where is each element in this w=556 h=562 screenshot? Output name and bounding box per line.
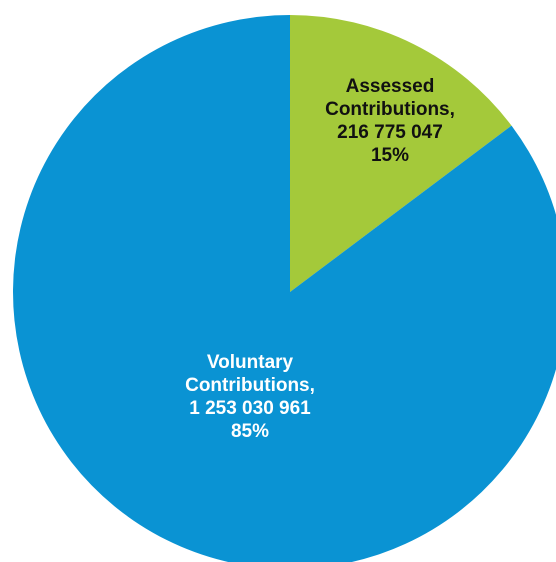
pie-slice-voluntary	[13, 15, 556, 562]
slice-percent: 15%	[371, 145, 409, 166]
slice-label-line2: Contributions,	[185, 375, 315, 396]
pie-slices	[13, 14, 556, 562]
slice-percent: 85%	[231, 421, 269, 442]
slice-label-line1: Assessed	[346, 76, 435, 97]
slice-label-line2: Contributions,	[325, 99, 455, 120]
pie-labels: Assessed Contributions, 216 775 047 15%Volu…	[185, 76, 455, 442]
slice-value: 216 775 047	[337, 122, 443, 143]
pie-slice-label-voluntary: Voluntary Contributions, 1 253 030 961 85%	[185, 352, 315, 442]
slice-label-line1: Voluntary	[207, 352, 294, 373]
pie-slice-label-assessed: Assessed Contributions, 216 775 047 15%	[325, 76, 455, 166]
pie-slice-assessed	[290, 14, 512, 292]
slice-value: 1 253 030 961	[189, 398, 311, 419]
